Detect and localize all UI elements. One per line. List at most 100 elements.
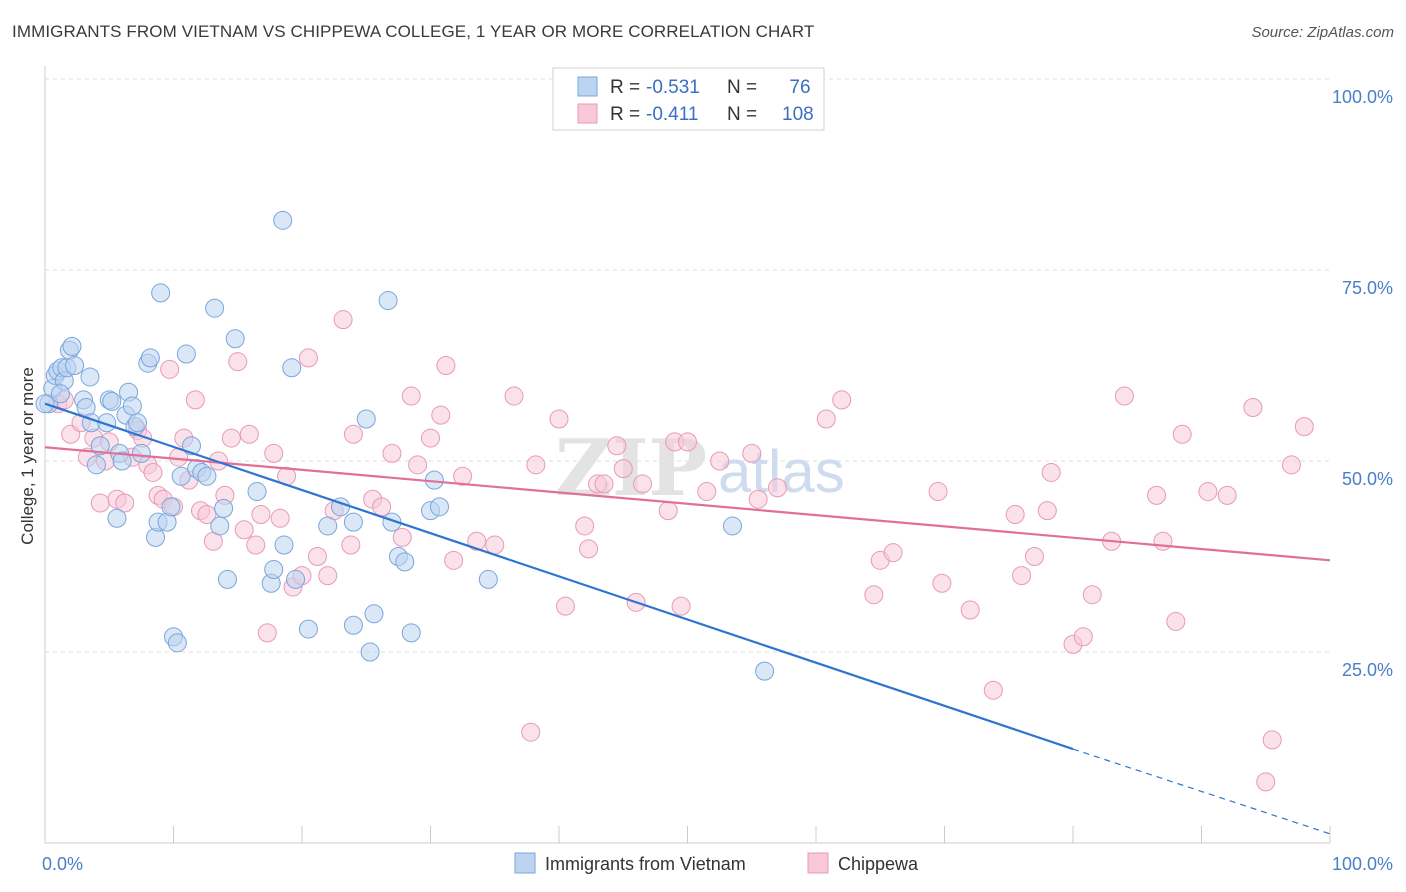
chippewa-point (221, 428, 241, 448)
chippewa-trend-line (44, 446, 1331, 562)
chippewa-point (521, 722, 541, 742)
vietnam-point (176, 344, 196, 364)
vietnam-point (356, 409, 376, 429)
vietnam-point (217, 569, 237, 589)
chippewa-point (594, 474, 614, 494)
vietnam-point (343, 512, 363, 532)
legend-r-value-1: -0.531 (646, 77, 700, 98)
series-label-chippewa: Chippewa (838, 854, 919, 874)
vietnam-point (274, 535, 294, 555)
chippewa-point (421, 428, 440, 448)
chippewa-point (436, 356, 456, 375)
chippewa-point (1082, 585, 1102, 605)
vietnam-point (298, 619, 318, 639)
chippewa-point (883, 543, 903, 563)
vietnam-point (128, 413, 148, 433)
vietnam-point (264, 559, 284, 579)
series-swatch-vietnam (514, 852, 536, 874)
chippewa-point (607, 436, 627, 456)
vietnam-point (181, 436, 201, 456)
chippewa-point (932, 573, 952, 593)
chippewa-point (228, 352, 248, 372)
vietnam-point (151, 283, 171, 303)
chippewa-point (1198, 482, 1218, 502)
vietnam-point (131, 443, 151, 463)
chippewa-point (160, 359, 180, 379)
chippewa-point (983, 680, 1003, 700)
vietnam-point (225, 329, 245, 349)
chippewa-point (832, 390, 852, 410)
vietnam-point (214, 498, 234, 518)
chippewa-point (185, 390, 205, 410)
chippewa-point (710, 451, 730, 471)
chippewa-point (633, 474, 653, 494)
series-legend: Immigrants from Vietnam Chippewa (514, 852, 919, 874)
vietnam-point (378, 291, 398, 311)
vietnam-point (167, 633, 187, 653)
chippewa-point (1243, 398, 1263, 418)
chippewa-point (485, 535, 505, 555)
chippewa-point (1294, 417, 1314, 437)
chippewa-point (333, 310, 353, 330)
vietnam-point (205, 298, 225, 318)
vietnam-point (318, 516, 338, 536)
legend-swatch-vietnam (577, 76, 598, 97)
chart-title: IMMIGRANTS FROM VIETNAM VS CHIPPEWA COLL… (12, 22, 815, 41)
chippewa-point (1172, 424, 1192, 444)
legend-n-label-2: N = (727, 104, 757, 125)
y-tick-label: 50.0% (1342, 469, 1393, 489)
y-tick-label: 75.0% (1342, 278, 1393, 298)
chippewa-point (307, 547, 327, 566)
x-tick-label-max: 100.0% (1332, 854, 1393, 874)
chippewa-point (392, 527, 412, 547)
chippewa-point (467, 531, 487, 551)
chippewa-point (1073, 627, 1093, 647)
chippewa-point (1256, 772, 1276, 792)
y-tick-label: 25.0% (1342, 660, 1393, 680)
chippewa-point (613, 459, 633, 479)
vietnam-point (755, 661, 775, 681)
vietnam-point (343, 615, 363, 635)
vietnam-point (360, 642, 380, 662)
vietnam-points (35, 210, 775, 681)
legend-n-label-1: N = (727, 77, 757, 98)
chippewa-point (526, 455, 546, 475)
series-swatch-chippewa (807, 852, 829, 874)
chippewa-point (671, 596, 691, 616)
vietnam-point (429, 497, 449, 517)
trend-lines (44, 402, 1331, 835)
correlation-legend: R = -0.531 N = 76 R = -0.411 N = 108 (552, 67, 825, 131)
chippewa-point (816, 409, 836, 429)
chippewa-point (1153, 531, 1173, 551)
chippewa-point (1024, 547, 1044, 566)
y-axis-label: College, 1 year or more (18, 367, 37, 545)
chippewa-point (90, 493, 110, 513)
vietnam-point (86, 455, 106, 475)
chippewa-point (453, 466, 473, 486)
chippewa-point (555, 596, 575, 616)
axes (44, 66, 1331, 844)
chippewa-point (234, 520, 254, 540)
vietnam-point (286, 569, 306, 589)
chippewa-point (549, 409, 569, 429)
vietnam-point (90, 436, 110, 456)
chippewa-point (408, 455, 428, 475)
tick-labels: 25.0% 50.0% 75.0% 100.0% 0.0% 100.0% (42, 87, 1393, 874)
chippewa-point (1262, 730, 1282, 750)
chippewa-point (1147, 485, 1167, 505)
vietnam-point (210, 516, 230, 536)
vietnam-point (161, 497, 181, 517)
vietnam-point (247, 482, 267, 502)
vietnam-trend-extension (1072, 748, 1331, 835)
chippewa-point (343, 424, 363, 444)
chippewa-point (864, 585, 884, 605)
chippewa-point (579, 539, 599, 559)
vietnam-point (102, 391, 122, 411)
chippewa-point (1166, 611, 1186, 631)
series-label-vietnam: Immigrants from Vietnam (545, 854, 746, 874)
vietnam-point (62, 336, 82, 356)
chippewa-points (48, 310, 1314, 792)
vietnam-point (80, 367, 100, 387)
vietnam-point (171, 466, 191, 486)
